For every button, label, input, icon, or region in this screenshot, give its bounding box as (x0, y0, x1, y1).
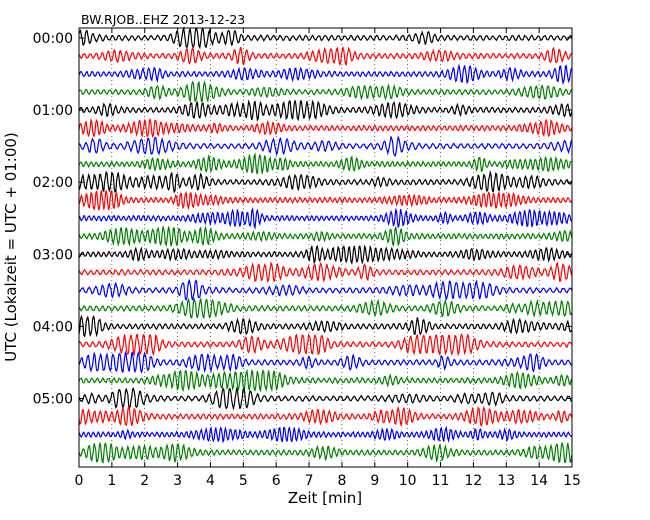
trace-row (78, 225, 573, 247)
trace-row (78, 207, 573, 230)
trace-row (78, 135, 573, 158)
trace-row (78, 296, 573, 319)
chart-title: BW.RJOB..EHZ 2013-12-23 (81, 12, 245, 27)
x-tick-label: 10 (399, 473, 417, 489)
trace-row (78, 63, 573, 85)
trace-row (78, 425, 573, 444)
x-tick-label: 0 (75, 473, 84, 489)
x-tick-label: 6 (272, 473, 281, 489)
x-tick-label: 8 (337, 473, 346, 489)
trace-row (78, 404, 573, 428)
x-tick-label: 7 (305, 473, 314, 489)
y-tick-label: 00:00 (33, 31, 73, 47)
trace-row (78, 45, 573, 67)
y-tick-label: 03:00 (33, 247, 73, 263)
x-axis-label: Zeit [min] (288, 489, 362, 507)
x-tick-label: 11 (432, 473, 450, 489)
trace-row (78, 261, 573, 283)
trace-layer (78, 26, 573, 464)
tick-layer: 0 1 2 3 4 5 6 7 8 9 10 11 12 13 14 1500:0001:0002:0003:… (33, 28, 581, 489)
trace-row (78, 26, 573, 50)
trace-row (78, 170, 573, 194)
trace-row (78, 333, 573, 357)
y-axis-label: UTC (Lokalzeit = UTC + 01:00) (2, 132, 20, 362)
plot-background (79, 28, 572, 467)
x-tick-label: 3 (173, 473, 182, 489)
x-tick-label: 12 (464, 473, 482, 489)
trace-row (78, 117, 573, 139)
trace-row (78, 189, 573, 212)
x-tick-label: 15 (563, 473, 581, 489)
trace-row (78, 99, 573, 122)
trace-row (78, 386, 572, 411)
x-tick-label: 2 (140, 473, 149, 489)
trace-row (78, 278, 573, 302)
trace-row (78, 368, 573, 393)
x-tick-label: 4 (206, 473, 215, 489)
trace-row (78, 152, 573, 175)
x-tick-label: 14 (530, 473, 548, 489)
trace-row (78, 350, 573, 374)
x-tick-label: 1 (107, 473, 116, 489)
x-tick-label: 13 (497, 473, 515, 489)
plot-frame (78, 27, 573, 468)
trace-row (78, 442, 573, 464)
trace-row (78, 80, 573, 104)
y-tick-label: 04:00 (33, 319, 73, 335)
trace-row (78, 314, 573, 338)
x-tick-label: 9 (370, 473, 379, 489)
x-tick-label: 5 (239, 473, 248, 489)
y-tick-label: 01:00 (33, 103, 73, 119)
y-tick-label: 05:00 (33, 391, 73, 407)
y-tick-label: 02:00 (33, 175, 73, 191)
trace-row (78, 244, 573, 266)
